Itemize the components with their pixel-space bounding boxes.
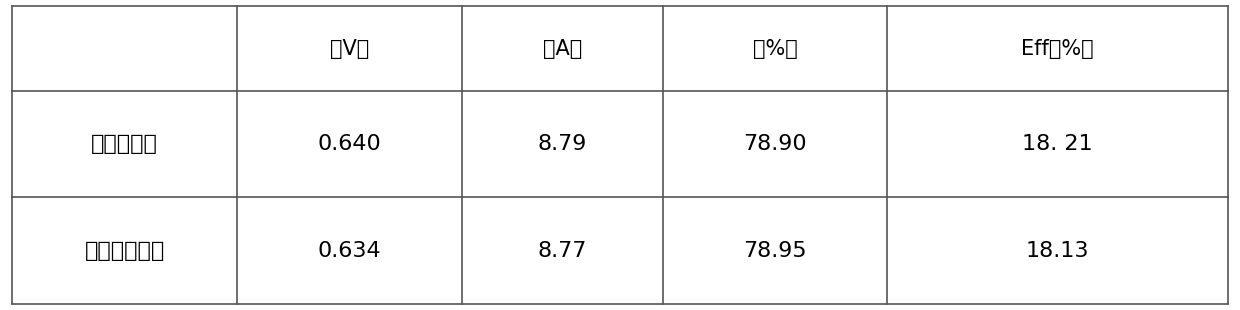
Text: 18. 21: 18. 21 [1022,134,1092,154]
Text: （%）: （%） [753,39,797,59]
Text: Eff（%）: Eff（%） [1022,39,1094,59]
Text: 常规扩散工艺: 常规扩散工艺 [84,241,165,261]
Text: 18.13: 18.13 [1025,241,1089,261]
Text: 实施例工艺: 实施例工艺 [92,134,159,154]
Text: 0.634: 0.634 [317,241,382,261]
Text: （V）: （V） [330,39,370,59]
Text: 78.95: 78.95 [743,241,807,261]
Text: 78.90: 78.90 [743,134,807,154]
Text: 8.77: 8.77 [538,241,587,261]
Text: 0.640: 0.640 [317,134,382,154]
Text: 8.79: 8.79 [538,134,587,154]
Text: （A）: （A） [543,39,582,59]
